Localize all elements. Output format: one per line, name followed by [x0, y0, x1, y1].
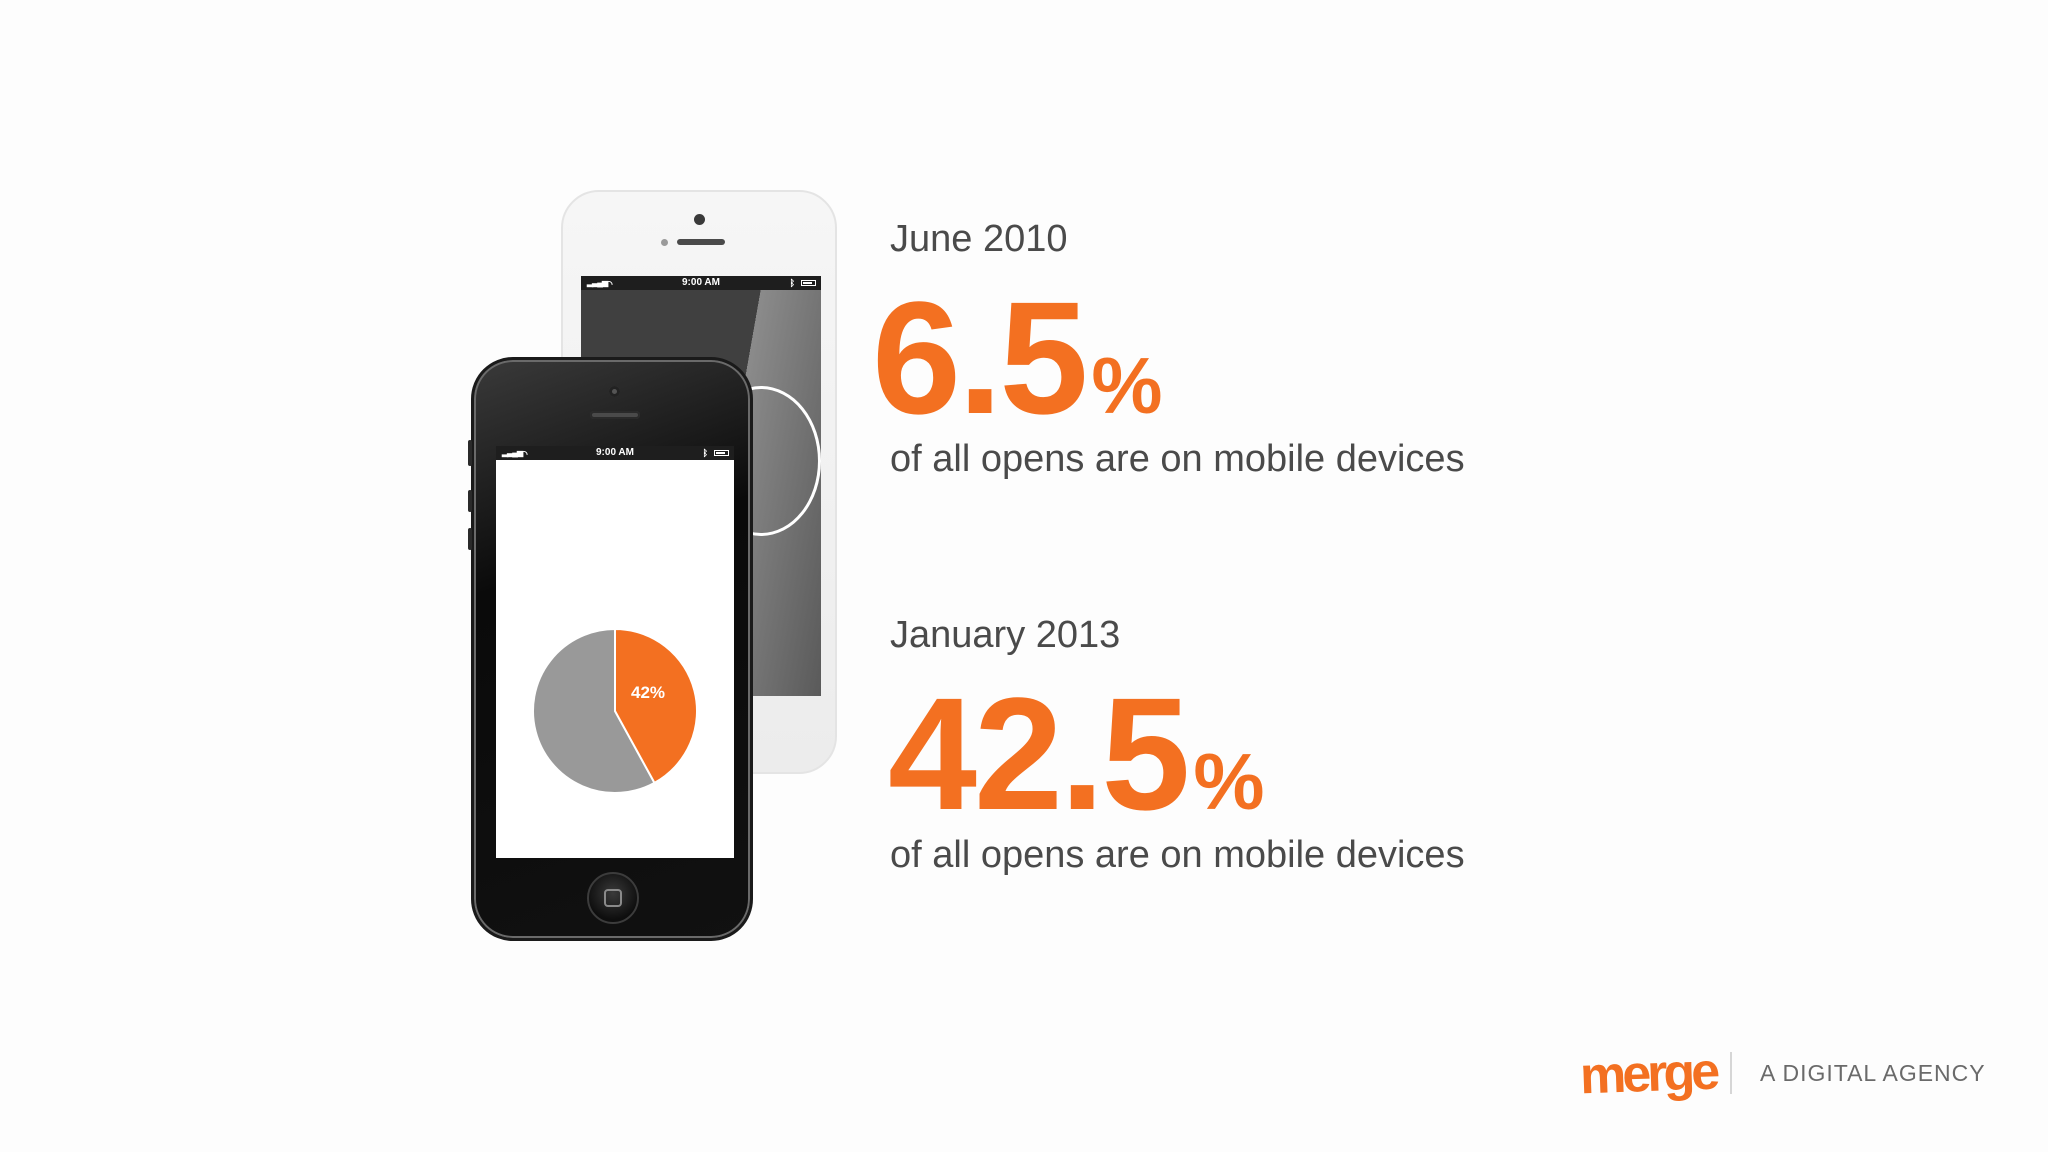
- camera-icon: [609, 386, 620, 397]
- status-bar: ▂▃▄▅ ◠ 9:00 AM ᛒ: [581, 276, 821, 290]
- speaker-grille: [590, 411, 640, 419]
- pie-chart: 42%: [532, 627, 698, 794]
- wifi-icon: ◠: [520, 449, 528, 459]
- volume-down-button: [468, 528, 472, 550]
- stat-caption-2013: of all opens are on mobile devices: [890, 834, 1465, 876]
- battery-icon: [801, 280, 816, 286]
- status-time: 9:00 AM: [682, 277, 720, 288]
- wifi-icon: ◠: [605, 279, 613, 289]
- speaker-grille: [677, 239, 725, 245]
- pie-slice-mobile: [614, 627, 698, 785]
- status-bar: ▂▃▄▅ ◠ 9:00 AM ᛒ: [496, 446, 734, 460]
- status-time: 9:00 AM: [596, 447, 634, 458]
- bluetooth-icon: ᛒ: [789, 278, 795, 288]
- pie-label: 42%: [631, 683, 665, 702]
- bluetooth-icon: ᛒ: [702, 448, 708, 458]
- camera-icon: [694, 214, 705, 225]
- home-square-icon: [604, 889, 622, 907]
- stat-date-2010: June 2010: [890, 218, 1068, 260]
- footer-divider: [1730, 1052, 1732, 1094]
- mute-switch: [468, 440, 472, 466]
- signal-icon: ▂▃▄▅: [587, 278, 608, 287]
- stat-number: 6.5: [872, 268, 1088, 447]
- black-phone-screen: ▂▃▄▅ ◠ 9:00 AM ᛒ 42%: [496, 446, 734, 858]
- pie-slice-remainder: [532, 627, 656, 794]
- percent-sign: %: [1091, 341, 1163, 430]
- black-phone-illustration: ▂▃▄▅ ◠ 9:00 AM ᛒ 42%: [468, 357, 753, 941]
- merge-logo: merge: [1579, 1042, 1718, 1106]
- sensor-dot: [661, 239, 668, 246]
- stat-caption-2010: of all opens are on mobile devices: [890, 438, 1465, 480]
- battery-icon: [714, 450, 729, 456]
- stat-number: 42.5: [888, 664, 1190, 843]
- agency-tagline: A DIGITAL AGENCY: [1760, 1060, 1986, 1086]
- signal-icon: ▂▃▄▅: [502, 448, 523, 457]
- volume-up-button: [468, 490, 472, 512]
- pie-outline: [701, 386, 821, 536]
- percent-sign: %: [1193, 737, 1265, 826]
- home-button: [587, 872, 639, 924]
- stat-date-2013: January 2013: [890, 614, 1121, 656]
- stat-value-2010: 6.5%: [872, 278, 1163, 466]
- stat-value-2013: 42.5%: [888, 674, 1265, 862]
